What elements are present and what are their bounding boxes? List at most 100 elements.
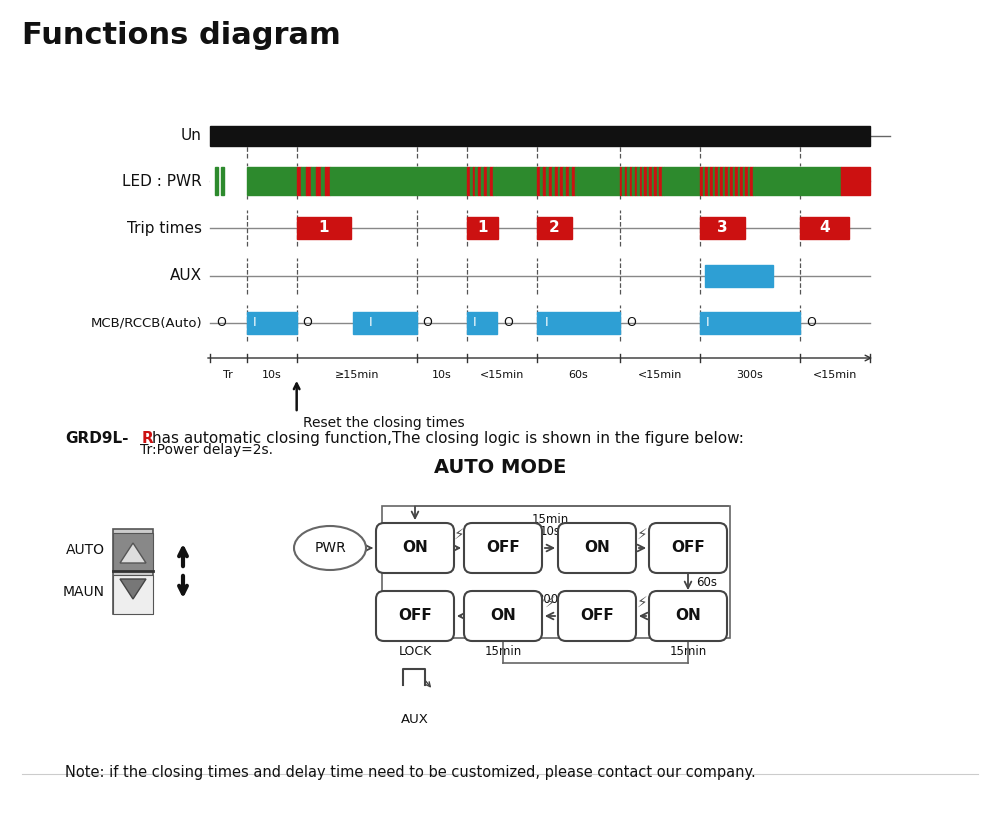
Text: Functions diagram: Functions diagram [22, 21, 341, 50]
Text: AUX: AUX [401, 713, 429, 726]
Text: 3: 3 [717, 220, 728, 236]
Bar [708, 167, 710, 195]
Text: R: R [142, 431, 154, 446]
Bar [566, 167, 569, 195]
Text: LOCK: LOCK [398, 645, 432, 658]
Text: 60s: 60s [568, 370, 588, 380]
Bar [662, 167, 664, 195]
Bar [306, 167, 311, 195]
Bar [478, 167, 481, 195]
Bar [720, 167, 722, 195]
Text: 1: 1 [477, 220, 488, 236]
Bar [467, 217, 498, 239]
Text: AUTO: AUTO [66, 543, 105, 557]
Text: I: I [369, 317, 372, 330]
Bar [210, 126, 870, 146]
Bar [750, 167, 753, 195]
Bar [487, 167, 490, 195]
Bar [742, 167, 745, 195]
Text: ≥15min: ≥15min [334, 370, 379, 380]
Bar [710, 167, 712, 195]
Text: PWR: PWR [314, 541, 346, 555]
Text: O: O [303, 317, 313, 330]
Bar [712, 167, 715, 195]
Bar [473, 167, 475, 195]
Bar [467, 312, 497, 334]
Bar [730, 167, 732, 195]
Bar [649, 167, 652, 195]
Bar [113, 533, 153, 571]
Bar [642, 167, 644, 195]
Bar [841, 167, 870, 195]
Bar [537, 217, 572, 239]
Text: ON: ON [402, 540, 428, 556]
Bar [210, 167, 247, 195]
Text: 60s: 60s [696, 575, 717, 588]
Bar [800, 167, 841, 195]
Bar [620, 167, 622, 195]
Bar [325, 167, 330, 195]
Bar [632, 167, 635, 195]
Bar [700, 217, 745, 239]
Text: 300s: 300s [536, 593, 564, 606]
Text: GRD9L-: GRD9L- [65, 431, 128, 446]
Bar [247, 167, 297, 195]
Text: Un: Un [181, 128, 202, 144]
Bar [417, 167, 467, 195]
Polygon shape [120, 543, 146, 563]
Bar [575, 167, 578, 195]
Text: O: O [423, 317, 433, 330]
Text: Reset the closing times: Reset the closing times [303, 416, 464, 430]
Text: ⚡: ⚡ [637, 526, 648, 542]
Text: Tr: Tr [223, 370, 233, 380]
Text: 2: 2 [549, 220, 560, 236]
Bar [702, 167, 705, 195]
Bar [735, 167, 738, 195]
Text: <15min: <15min [813, 370, 857, 380]
Bar [700, 167, 702, 195]
Bar [560, 167, 563, 195]
Bar [475, 167, 478, 195]
Bar [640, 167, 642, 195]
Text: ⚡: ⚡ [545, 595, 555, 610]
Text: has automatic closing function,The closing logic is shown in the figure below:: has automatic closing function,The closi… [152, 431, 744, 446]
Bar [745, 167, 748, 195]
Bar [625, 167, 627, 195]
Bar [321, 167, 325, 195]
Bar [247, 312, 297, 334]
Bar [467, 167, 470, 195]
Bar [654, 167, 657, 195]
Bar [555, 167, 558, 195]
Text: I: I [545, 317, 548, 330]
Text: OFF: OFF [486, 540, 520, 556]
FancyBboxPatch shape [376, 591, 454, 641]
Bar [353, 312, 417, 334]
Bar [297, 217, 351, 239]
Bar [311, 167, 316, 195]
Bar [113, 575, 153, 614]
Text: Note: if the closing times and delay time need to be customized, please contact : Note: if the closing times and delay tim… [65, 765, 756, 780]
Bar [627, 167, 630, 195]
Bar [755, 167, 800, 195]
Text: <15min: <15min [479, 370, 524, 380]
Text: MAUN: MAUN [63, 585, 105, 599]
Text: OFF: OFF [398, 609, 432, 623]
Bar [572, 167, 575, 195]
Bar [215, 167, 218, 195]
FancyBboxPatch shape [464, 591, 542, 641]
Bar [728, 167, 730, 195]
Text: ⚡: ⚡ [637, 595, 648, 610]
Bar [543, 167, 546, 195]
Text: O: O [626, 317, 636, 330]
Bar [725, 167, 728, 195]
FancyBboxPatch shape [649, 591, 727, 641]
Bar [647, 167, 649, 195]
Bar [740, 167, 742, 195]
Bar [635, 167, 637, 195]
Text: <15min: <15min [638, 370, 682, 380]
Bar [753, 167, 755, 195]
Bar [569, 167, 572, 195]
Bar [316, 167, 321, 195]
Bar [644, 167, 647, 195]
Text: O: O [806, 317, 816, 330]
